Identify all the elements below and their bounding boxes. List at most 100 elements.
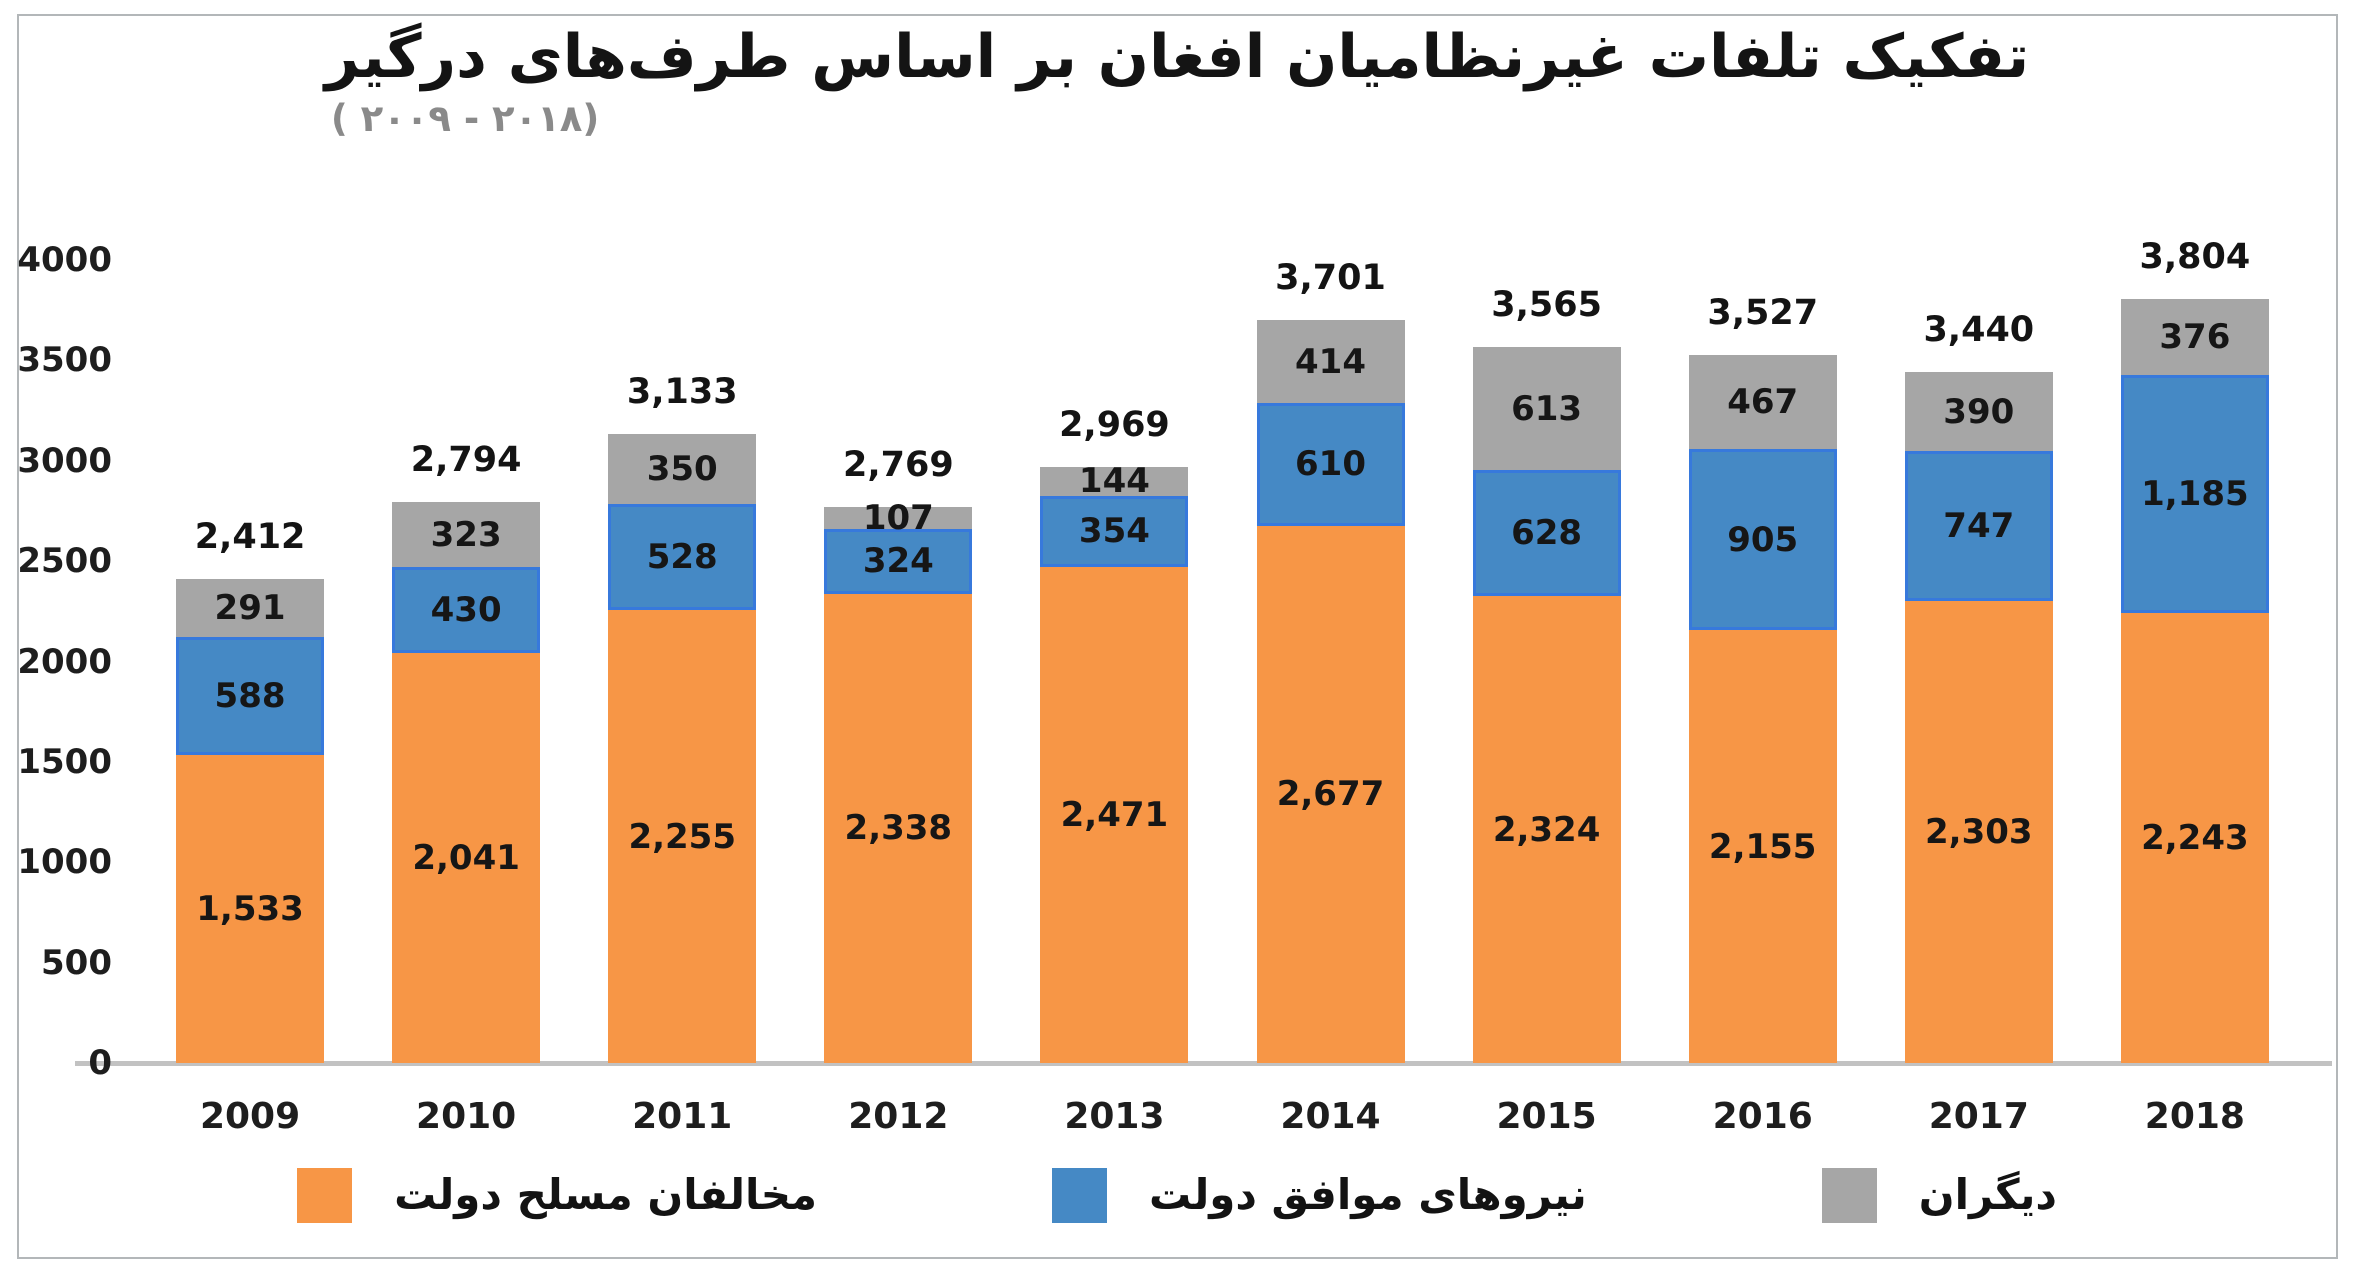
- x-axis-category-label: 2017: [1928, 1096, 2029, 1137]
- segment-armed-opposition: 2,255: [608, 610, 757, 1063]
- segment-value-label: 628: [1511, 513, 1583, 554]
- segment-pro-government-forces: 528: [608, 504, 757, 611]
- legend-item-pro-government-forces: نیروهای موافق دولت: [1052, 1168, 1587, 1223]
- x-axis-category-label: 2010: [416, 1096, 517, 1137]
- plot-area: 1,533 588 291 2,412 2009 2,041 430 323 2,794 2010…: [17, 240, 2332, 1135]
- x-axis-category-label: 2014: [1280, 1096, 1381, 1137]
- legend-swatch-others: [1821, 1168, 1877, 1223]
- segment-others: 376: [2120, 299, 2269, 375]
- stacked-bar: 2,324 628 613: [1472, 347, 1621, 1063]
- x-axis-category-label: 2015: [1496, 1096, 1597, 1137]
- bar-total-label: 3,440: [1923, 310, 2035, 351]
- segment-armed-opposition: 2,155: [1688, 630, 1837, 1063]
- segment-others: 613: [1472, 347, 1621, 471]
- segment-value-label: 747: [1943, 505, 2015, 546]
- y-axis-tick-label: 0: [88, 1043, 112, 1083]
- segment-value-label: 613: [1511, 388, 1583, 429]
- segment-armed-opposition: 2,324: [1472, 596, 1621, 1063]
- y-axis-tick-label: 1500: [17, 741, 112, 782]
- segment-others: 107: [824, 501, 973, 535]
- segment-others: 350: [608, 434, 757, 505]
- bar-total-label: 2,969: [1059, 404, 1170, 445]
- segment-value-label: 323: [430, 514, 502, 555]
- segment-value-label: 2,677: [1276, 774, 1385, 815]
- segment-value-label: 2,041: [412, 838, 520, 879]
- title-block: تفکیک تلفات غیرنظامیان افغان بر اساس طرف…: [0, 20, 2354, 140]
- bar-group: 2,041 430 323 2,794 2010: [358, 260, 574, 1135]
- stacked-bar: 2,243 1,185 376: [2120, 299, 2269, 1063]
- stacked-bar: 2,255 528 350: [608, 434, 757, 1063]
- segment-value-label: 588: [214, 676, 286, 717]
- bar-group: 2,677 610 414 3,701 2014: [1222, 260, 1438, 1135]
- segment-others: 390: [1904, 372, 2053, 451]
- x-axis-category-label: 2018: [2144, 1096, 2245, 1137]
- stacked-bar: 1,533 588 291: [176, 578, 325, 1063]
- segment-value-label: 350: [646, 449, 718, 490]
- stacked-bar: 2,471 354 144: [1040, 461, 1189, 1063]
- segment-armed-opposition: 2,471: [1040, 566, 1189, 1063]
- legend-label-others: دیگران: [1918, 1170, 2057, 1220]
- bar-total-label: 2,412: [194, 516, 306, 557]
- title-inner: تفکیک تلفات غیرنظامیان افغان بر اساس طرف…: [325, 20, 2029, 140]
- bar-group: 2,338 324 107 2,769 2012: [790, 260, 1006, 1135]
- chart-title: تفکیک تلفات غیرنظامیان افغان بر اساس طرف…: [324, 22, 2030, 92]
- stacked-bar: 2,041 430 323: [392, 502, 541, 1063]
- chart-frame: [17, 14, 2338, 1259]
- legend-item-armed-opposition: مخالفان مسلح دولت: [297, 1168, 817, 1223]
- chart-subtitle: ( ۲۰۰۹ - ۲۰۱۸): [330, 97, 600, 140]
- segment-pro-government-forces: 610: [1256, 403, 1405, 526]
- bar-total-label: 3,527: [1707, 292, 1819, 333]
- segment-value-label: 2,243: [2141, 817, 2249, 858]
- legend-label-armed-opposition: مخالفان مسلح دولت: [394, 1170, 818, 1220]
- legend-swatch-armed-opposition: [297, 1168, 353, 1223]
- segment-value-label: 528: [646, 537, 718, 578]
- segment-value-label: 107: [862, 497, 934, 538]
- legend: مخالفان مسلح دولت نیروهای موافق دولت دیگرا…: [0, 1168, 2354, 1223]
- segment-others: 414: [1256, 320, 1405, 404]
- segment-armed-opposition: 2,677: [1256, 525, 1405, 1063]
- y-axis-tick-label: 3000: [17, 440, 112, 481]
- stacked-bar: 2,303 747 390: [1904, 372, 2053, 1063]
- y-axis-tick-label: 3500: [17, 340, 112, 381]
- segment-value-label: 610: [1295, 444, 1366, 485]
- x-axis-category-label: 2011: [632, 1096, 733, 1137]
- segment-value-label: 1,185: [2141, 473, 2249, 514]
- segment-pro-government-forces: 354: [1040, 495, 1189, 567]
- segment-value-label: 2,324: [1492, 809, 1601, 850]
- segment-others: 144: [1040, 461, 1189, 502]
- segment-value-label: 414: [1295, 341, 1366, 382]
- segment-others: 467: [1688, 354, 1837, 449]
- segment-pro-government-forces: 905: [1688, 448, 1837, 631]
- segment-value-label: 144: [1078, 461, 1150, 502]
- legend-swatch-pro-government-forces: [1052, 1168, 1108, 1223]
- segment-value-label: 905: [1727, 519, 1799, 560]
- segment-pro-government-forces: 588: [176, 637, 325, 756]
- bar-total-label: 2,769: [842, 445, 954, 486]
- bar-group: 2,471 354 144 2,969 2013: [1006, 260, 1222, 1135]
- segment-armed-opposition: 1,533: [176, 755, 325, 1063]
- x-axis-category-label: 2013: [1064, 1096, 1165, 1137]
- x-axis-baseline: [75, 1061, 2332, 1066]
- segment-armed-opposition: 2,041: [392, 653, 541, 1063]
- x-axis-category-label: 2016: [1712, 1096, 1813, 1137]
- segment-value-label: 291: [214, 588, 286, 629]
- bar-total-label: 3,804: [2139, 237, 2251, 278]
- bars-container: 1,533 588 291 2,412 2009 2,041 430 323 2,794 2010…: [142, 240, 2303, 1135]
- segment-armed-opposition: 2,243: [2120, 612, 2269, 1063]
- y-axis-tick-label: 2500: [17, 541, 112, 582]
- bar-group: 2,324 628 613 3,565 2015: [1439, 260, 1655, 1135]
- segment-others: 323: [392, 502, 541, 567]
- segment-value-label: 324: [862, 541, 934, 582]
- stacked-bar: 2,677 610 414: [1256, 320, 1405, 1063]
- bar-group: 2,155 905 467 3,527 2016: [1655, 260, 1871, 1135]
- segment-armed-opposition: 2,338: [824, 593, 973, 1063]
- segment-value-label: 354: [1078, 511, 1150, 552]
- bar-total-label: 3,565: [1491, 285, 1602, 326]
- legend-label-pro-government-forces: نیروهای موافق دولت: [1149, 1170, 1587, 1220]
- segment-value-label: 1,533: [196, 889, 304, 930]
- x-axis-category-label: 2009: [199, 1096, 301, 1137]
- y-axis-tick-label: 4000: [17, 240, 112, 280]
- segment-value-label: 390: [1943, 391, 2015, 432]
- segment-value-label: 376: [2159, 317, 2231, 358]
